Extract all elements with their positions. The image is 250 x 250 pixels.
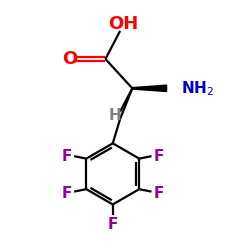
Text: O: O [62,50,77,68]
Text: H: H [108,108,121,123]
Text: F: F [154,186,164,201]
Text: OH: OH [108,15,138,33]
Text: F: F [154,149,164,164]
Text: F: F [108,218,118,232]
Text: F: F [62,186,72,201]
Text: F: F [62,149,72,164]
Text: NH$_2$: NH$_2$ [181,79,214,98]
Polygon shape [132,85,166,91]
